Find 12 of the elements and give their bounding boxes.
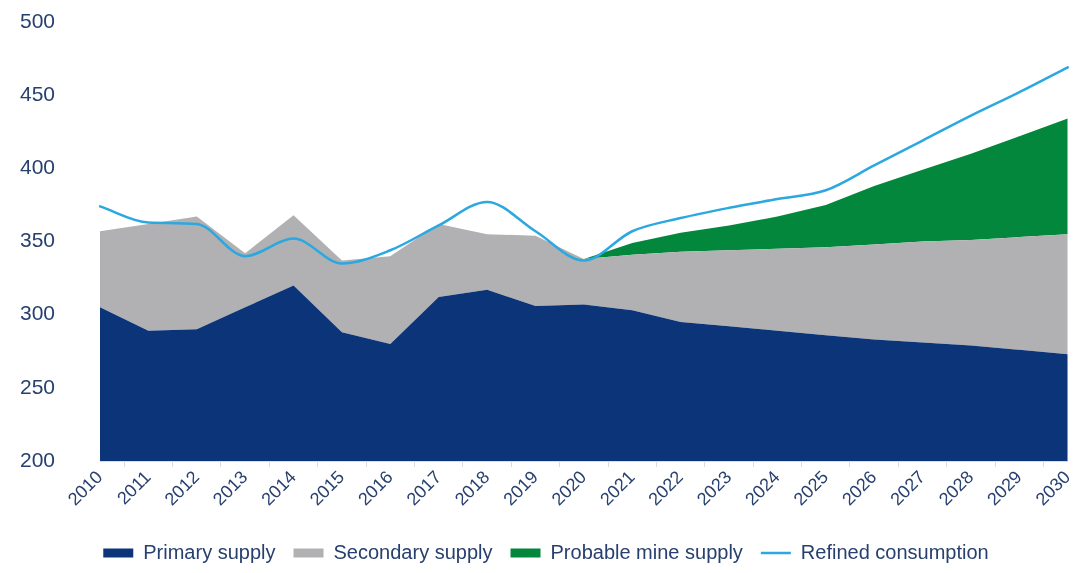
legend-label: Secondary supply (333, 540, 493, 563)
y-tick-label: 400 (20, 155, 56, 179)
legend-label: Primary supply (143, 540, 276, 563)
y-tick-label: 200 (20, 447, 56, 471)
y-tick-label: 300 (20, 301, 56, 325)
y-tick-label: 450 (20, 81, 56, 105)
legend-label: Probable mine supply (550, 540, 743, 563)
y-tick-label: 350 (20, 228, 56, 252)
legend-label: Refined consumption (800, 540, 989, 563)
y-tick-label: 250 (20, 374, 56, 398)
line-series (98, 66, 1069, 265)
y-tick-label: 500 (20, 8, 56, 32)
